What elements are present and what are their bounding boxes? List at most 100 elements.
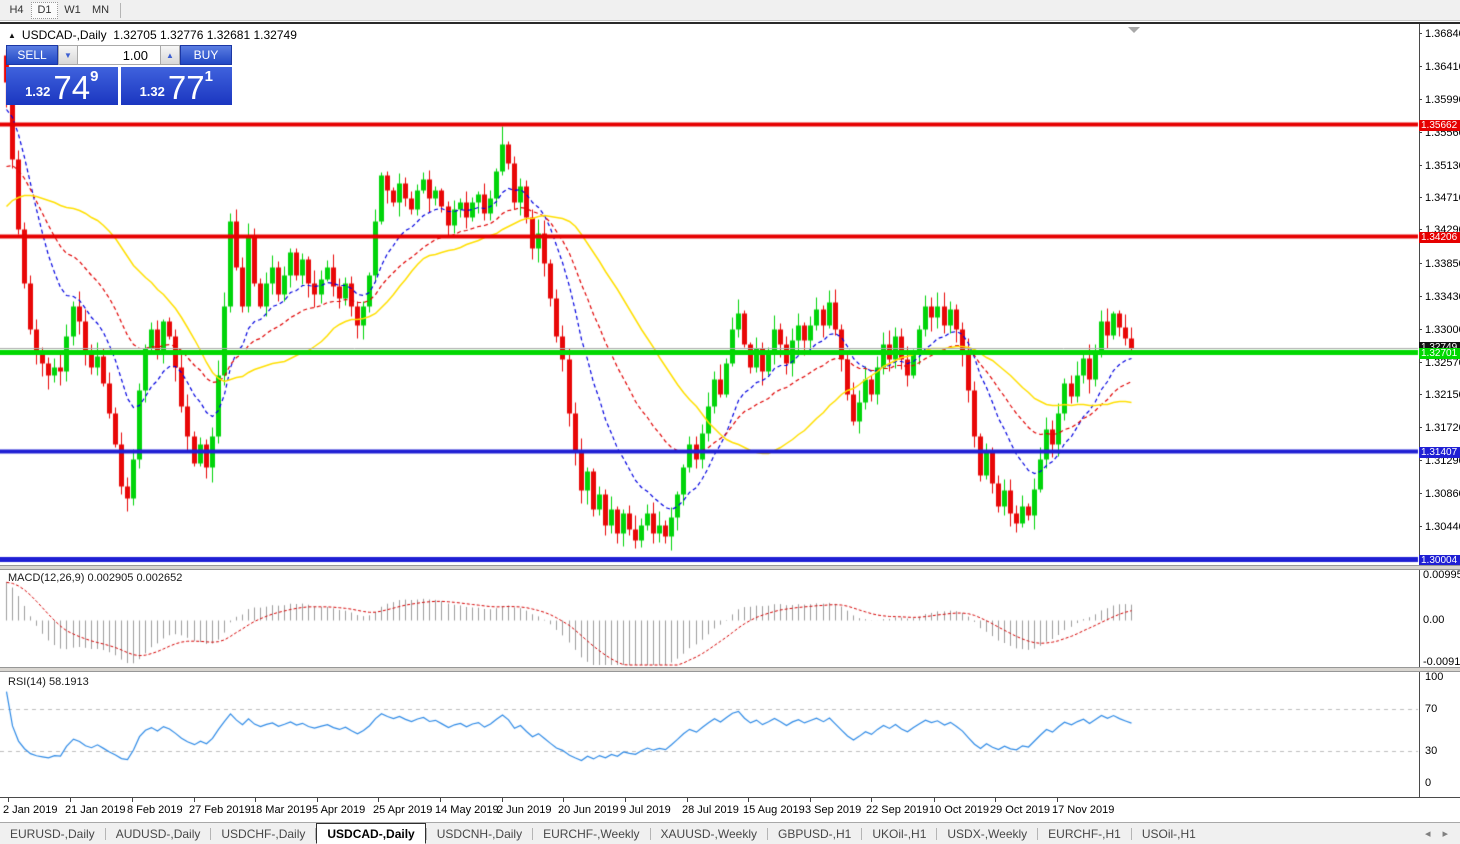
date-axis-label: 9 Jul 2019 — [620, 804, 671, 816]
macd-main-value: 0.002905 — [87, 572, 134, 584]
price-axis-label: 1.31290 — [1425, 454, 1460, 467]
one-click-panel-toggle-icon[interactable]: ▲ — [8, 30, 16, 40]
buy-button[interactable]: BUY — [180, 45, 232, 65]
price-level-tag: 1.31407 — [1419, 446, 1460, 458]
price-axis-label: 1.35990 — [1425, 93, 1460, 106]
date-axis-tick — [255, 798, 256, 802]
timeframe-button-h4[interactable]: H4 — [9, 4, 24, 16]
date-axis-tick — [317, 798, 318, 802]
price-axis-tick — [1419, 460, 1422, 461]
date-axis-label: 22 Sep 2019 — [866, 804, 929, 816]
price-axis-label: 1.33850 — [1425, 257, 1460, 270]
one-click-trading-panel: SELL ▼ 1.00 ▲ BUY 1.32 74 9 1.32 77 1 — [6, 45, 232, 105]
bid-price-sup: 9 — [90, 68, 99, 85]
date-axis-tick — [995, 798, 996, 802]
date-axis-tick — [934, 798, 935, 802]
date-axis-label: 15 Aug 2019 — [743, 804, 805, 816]
tab-gbpusd-h1[interactable]: GBPUSD-,H1 — [778, 827, 852, 841]
macd-signal-value: 0.002652 — [136, 572, 183, 584]
chart-symbol-period: USDCAD-,Daily — [21, 28, 107, 42]
ask-price-box[interactable]: 1.32 77 1 — [120, 67, 232, 105]
date-axis-label: 25 Apr 2019 — [373, 804, 433, 816]
price-axis-tick — [1419, 329, 1422, 330]
tab-usdx-weekly[interactable]: USDX-,Weekly — [947, 827, 1028, 841]
price-axis-label: 1.33430 — [1425, 290, 1460, 303]
date-axis-label: 3 Sep 2019 — [805, 804, 862, 816]
date-axis-tick — [378, 798, 379, 802]
volume-increase-button[interactable]: ▲ — [160, 45, 180, 65]
tab-separator — [936, 828, 938, 840]
symbol-tab-bar: EURUSD-,Daily AUDUSD-,Daily USDCHF-,Daily U… — [0, 822, 1460, 844]
date-axis-label: 5 Apr 2019 — [312, 804, 366, 816]
price-axis-tick — [1419, 362, 1422, 363]
date-axis-label: 10 Oct 2019 — [929, 804, 989, 816]
date-axis-label: 20 Jun 2019 — [558, 804, 619, 816]
tab-separator — [532, 828, 534, 840]
timeframe-button-mn[interactable]: MN — [91, 4, 110, 16]
tab-scroll-left-icon[interactable]: ◂ — [1424, 828, 1431, 840]
price-axis-tick — [1419, 99, 1422, 100]
tab-audusd-daily[interactable]: AUDUSD-,Daily — [115, 827, 201, 841]
tab-eurchf-weekly[interactable]: EURCHF-,Weekly — [543, 827, 640, 841]
tab-eurusd-daily[interactable]: EURUSD-,Daily — [10, 827, 95, 841]
price-axis-label: 1.36840 — [1425, 27, 1460, 40]
tab-scroll-right-icon[interactable]: ▸ — [1442, 828, 1448, 840]
pane-separator-rsi[interactable] — [0, 667, 1460, 672]
timeframe-button-d1[interactable]: D1 — [31, 1, 58, 19]
tab-scroll-arrows: ◂ ▸ — [1425, 827, 1460, 840]
tab-separator — [1037, 828, 1039, 840]
volume-input[interactable]: 1.00 — [78, 45, 160, 65]
rsi-axis-label: 0 — [1425, 777, 1432, 789]
tab-xauusd-weekly[interactable]: XAUUSD-,Weekly — [660, 827, 757, 841]
price-level-tag: 1.30004 — [1419, 554, 1460, 566]
rsi-label: RSI(14) 58.1913 — [8, 676, 89, 688]
chart-window-border — [0, 22, 1460, 24]
price-axis-label: 1.33000 — [1425, 323, 1460, 336]
bid-price-prefix: 1.32 — [25, 84, 51, 99]
price-axis-tick — [1419, 165, 1422, 166]
date-axis-tick — [194, 798, 195, 802]
tab-usoil-h1[interactable]: USOil-,H1 — [1141, 827, 1196, 841]
date-axis-label: 2 Jun 2019 — [497, 804, 552, 816]
ask-price-sup: 1 — [204, 68, 213, 85]
price-axis-tick — [1419, 229, 1422, 230]
pane-separator-macd[interactable] — [0, 565, 1460, 570]
rsi-axis-label: 70 — [1425, 703, 1438, 715]
bid-price-big: 74 — [53, 69, 91, 106]
timeframe-button-w1[interactable]: W1 — [64, 4, 81, 16]
price-axis-tick — [1419, 132, 1422, 133]
price-axis-label: 1.31720 — [1425, 421, 1460, 434]
price-axis-tick — [1419, 493, 1422, 494]
date-axis-tick — [871, 798, 872, 802]
price-axis-tick — [1419, 427, 1422, 428]
tab-separator — [315, 828, 317, 840]
date-axis-label: 29 Oct 2019 — [990, 804, 1050, 816]
tab-ukoil-h1[interactable]: UKOil-,H1 — [872, 827, 927, 841]
spin-up-icon: ▲ — [166, 50, 174, 60]
date-axis-tick — [8, 798, 9, 802]
bid-price-box[interactable]: 1.32 74 9 — [6, 67, 118, 105]
tab-separator — [767, 828, 768, 840]
right-shift-marker[interactable] — [1128, 27, 1140, 33]
tab-separator — [1130, 828, 1132, 840]
price-axis-tick — [1419, 394, 1422, 395]
price-axis-tick — [1419, 33, 1422, 34]
tab-usdchf-daily[interactable]: USDCHF-,Daily — [221, 827, 306, 841]
tab-usdcad-daily[interactable]: USDCAD-,Daily — [316, 823, 426, 844]
sell-button[interactable]: SELL — [6, 45, 58, 65]
tab-separator — [425, 828, 427, 840]
date-axis-tick — [1057, 798, 1058, 802]
volume-decrease-button[interactable]: ▼ — [58, 45, 78, 65]
tab-separator — [210, 828, 212, 840]
date-axis-tick — [748, 798, 749, 802]
price-level-tag: 1.35662 — [1419, 119, 1460, 131]
tab-usdcnh-daily[interactable]: USDCNH-,Daily — [436, 827, 523, 841]
price-axis-tick — [1419, 197, 1422, 198]
tab-separator — [104, 828, 106, 840]
date-axis-tick — [502, 798, 503, 802]
tab-eurchf-h1[interactable]: EURCHF-,H1 — [1048, 827, 1121, 841]
price-axis-label: 1.32570 — [1425, 356, 1460, 369]
date-axis[interactable]: 2 Jan 2019 21 Jan 2019 8 Feb 2019 27 Feb 20… — [0, 797, 1460, 822]
price-axis-label: 1.32150 — [1425, 388, 1460, 401]
